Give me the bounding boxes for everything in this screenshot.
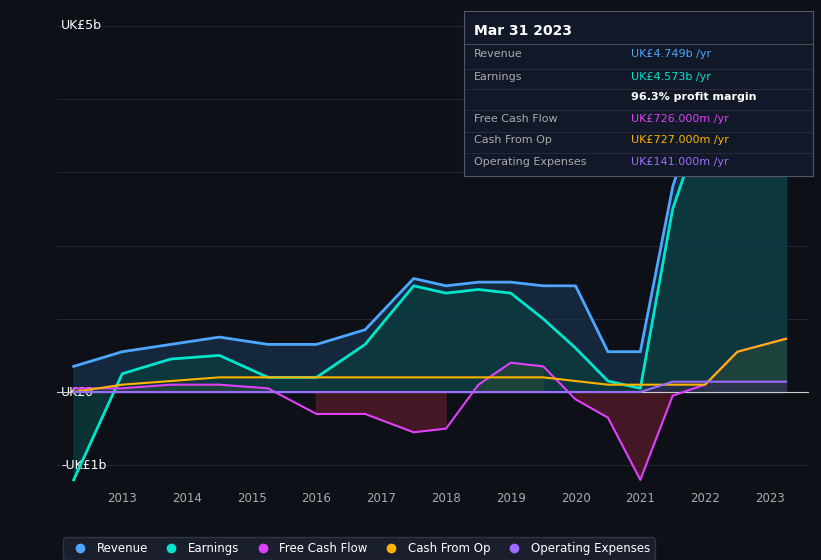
Text: Mar 31 2023: Mar 31 2023 [475,25,572,39]
Text: UK£4.749b /yr: UK£4.749b /yr [631,49,712,59]
Text: UK£5b: UK£5b [62,20,103,32]
Legend: Revenue, Earnings, Free Cash Flow, Cash From Op, Operating Expenses: Revenue, Earnings, Free Cash Flow, Cash … [63,538,654,560]
Text: Free Cash Flow: Free Cash Flow [475,114,558,124]
Text: Cash From Op: Cash From Op [475,135,553,145]
Text: UK£4.573b /yr: UK£4.573b /yr [631,72,711,82]
Text: UK£141.000m /yr: UK£141.000m /yr [631,157,729,166]
Text: Revenue: Revenue [475,49,523,59]
Text: Earnings: Earnings [475,72,523,82]
Text: UK£727.000m /yr: UK£727.000m /yr [631,135,729,145]
Text: 96.3% profit margin: 96.3% profit margin [631,92,757,102]
Text: -UK£1b: -UK£1b [62,459,107,472]
Text: UK£0: UK£0 [62,385,94,399]
Text: Operating Expenses: Operating Expenses [475,157,587,166]
Text: UK£726.000m /yr: UK£726.000m /yr [631,114,729,124]
